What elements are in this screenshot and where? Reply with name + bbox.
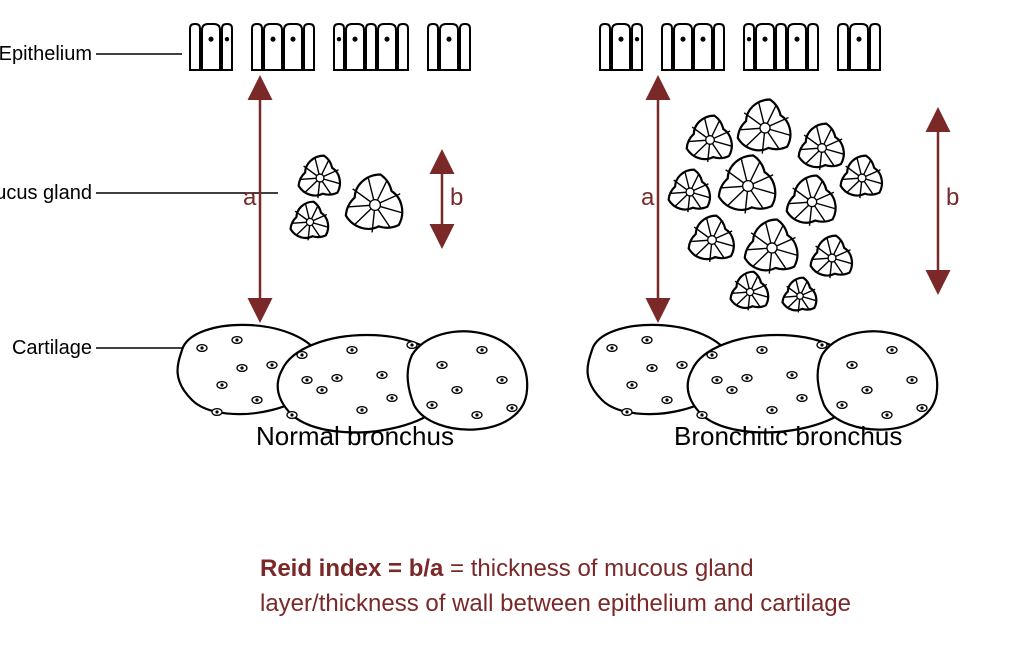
panel-label: Normal bronchus [256, 421, 454, 451]
mucus-glands [669, 100, 882, 313]
dimension-label: a [641, 184, 655, 211]
side-label: Mucus gland [0, 182, 92, 204]
dimension-label: b [450, 184, 463, 211]
caption-line2: layer/thickness of wall between epitheli… [260, 590, 851, 617]
dimension-label: a [243, 184, 257, 211]
epithelium-row [190, 24, 470, 70]
dimension-label: b [946, 184, 959, 211]
caption-block: Reid index = b/a = thickness of mucous g… [260, 552, 1000, 622]
cartilage-block [178, 325, 528, 433]
epithelium-row [600, 24, 880, 70]
side-label: Epithelium [0, 43, 92, 65]
caption-line1-rest: = thickness of mucous gland [443, 555, 753, 582]
caption-formula: Reid index = b/a [260, 555, 443, 582]
cartilage-block [588, 325, 938, 433]
panel-label: Bronchitic bronchus [674, 421, 902, 451]
mucus-glands [291, 156, 403, 241]
side-label: Cartilage [12, 337, 92, 359]
